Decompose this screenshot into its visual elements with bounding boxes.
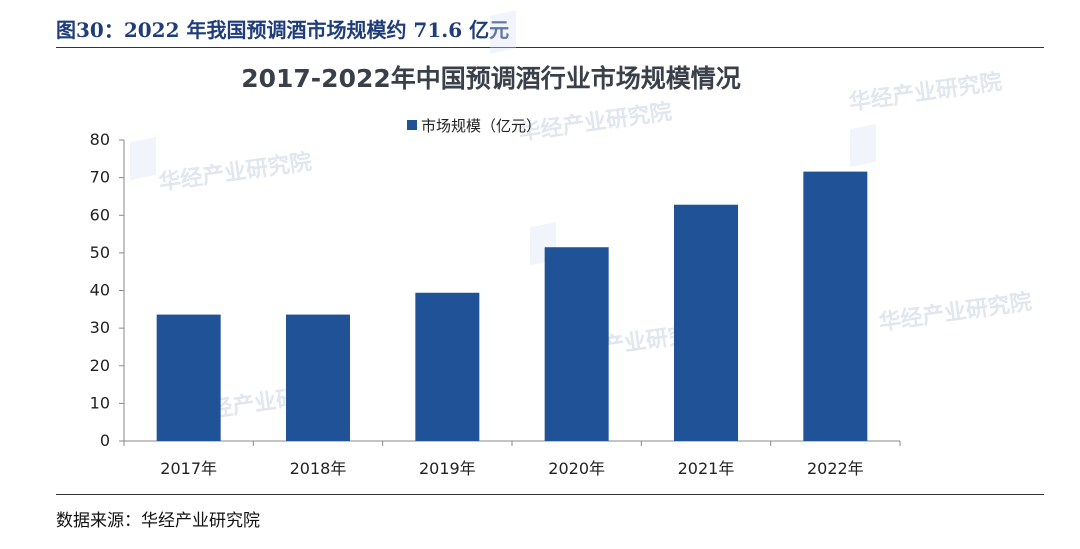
y-tick-label: 20 <box>90 356 110 375</box>
bottom-rule <box>56 494 1044 495</box>
y-tick-label: 50 <box>90 243 110 262</box>
bar <box>544 247 609 441</box>
watermark-logo <box>130 136 156 181</box>
legend-label: 市场规模（亿元） <box>421 117 541 135</box>
y-tick-label: 80 <box>90 130 110 149</box>
top-rule <box>56 47 1044 48</box>
bar <box>415 292 480 441</box>
figure-caption: 图30：2022 年我国预调酒市场规模约 71.6 亿元 <box>56 18 510 42</box>
legend-swatch <box>407 120 417 130</box>
x-tick-label: 2017年 <box>160 459 217 478</box>
y-tick-label: 0 <box>100 431 110 450</box>
watermark-logo <box>490 10 516 54</box>
y-tick-label: 70 <box>90 168 110 187</box>
watermark-text: 华经产业研究院 <box>877 289 1033 336</box>
bar <box>803 171 868 442</box>
watermark-logo <box>850 123 876 168</box>
chart-title: 2017-2022年中国预调酒行业市场规模情况 <box>241 64 741 93</box>
bar <box>674 204 738 441</box>
legend: 市场规模（亿元） <box>407 117 541 135</box>
x-tick-label: 2019年 <box>419 459 476 478</box>
bar <box>156 314 221 441</box>
watermark-text: 华经产业研究院 <box>157 149 313 196</box>
x-tick-label: 2020年 <box>548 459 605 478</box>
bars <box>156 171 868 442</box>
y-tick-label: 30 <box>90 318 110 337</box>
y-tick-label: 40 <box>90 281 110 300</box>
x-tick-label: 2022年 <box>807 459 864 478</box>
x-tick-label: 2018年 <box>290 459 347 478</box>
y-tick-labels: 0 10 20 30 40 50 60 70 80 <box>90 130 110 450</box>
x-tick-labels: 2017年 2018年 2019年 2020年 2021年 2022年 <box>160 459 863 478</box>
source-note: 数据来源：华经产业研究院 <box>56 511 260 531</box>
bar <box>286 314 350 441</box>
y-tick-label: 60 <box>90 205 110 224</box>
y-tick-label: 10 <box>90 393 110 412</box>
watermark-text: 华经产业研究院 <box>847 69 1003 116</box>
axes <box>119 139 901 446</box>
x-tick-label: 2021年 <box>678 459 735 478</box>
